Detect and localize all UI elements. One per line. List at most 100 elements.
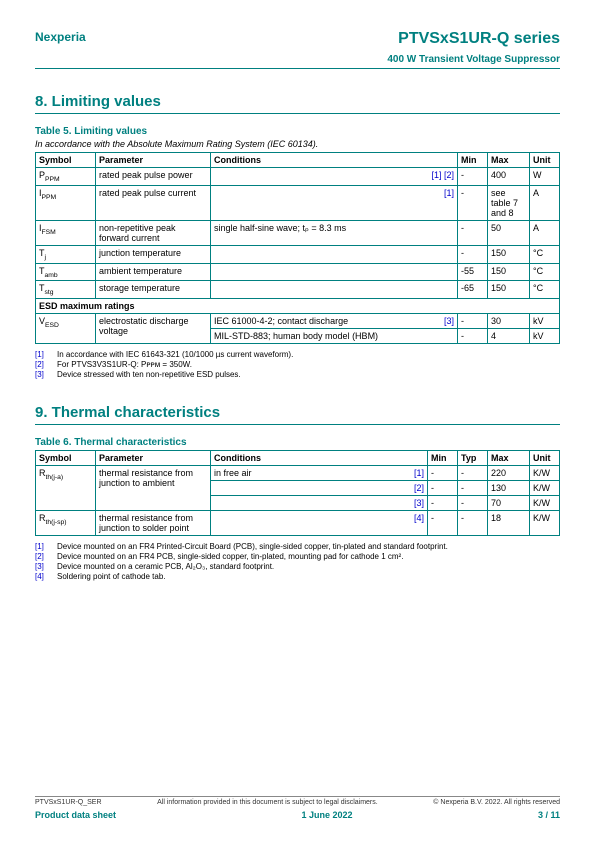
- th-min: Min: [428, 451, 458, 466]
- footnote-number: [2]: [35, 552, 57, 562]
- ref-link[interactable]: [1] [2]: [431, 170, 454, 180]
- cell-parameter: ambient temperature: [96, 263, 211, 281]
- table-row: Rth(j-sp)thermal resistance from junctio…: [36, 511, 560, 536]
- cell-min: -55: [458, 263, 488, 281]
- table-row: VESDelectrostatic discharge voltageIEC 6…: [36, 314, 560, 329]
- cell-conditions: [4]: [211, 511, 428, 536]
- footnote-number: [4]: [35, 572, 57, 582]
- cell-min: -: [458, 168, 488, 186]
- cell-typ: -: [458, 481, 488, 496]
- th-unit: Unit: [530, 451, 560, 466]
- cell-parameter: junction temperature: [96, 245, 211, 263]
- th-conditions: Conditions: [211, 451, 428, 466]
- table5-subcaption: In accordance with the Absolute Maximum …: [35, 139, 560, 149]
- cell-max: 130: [488, 481, 530, 496]
- footer-disclaimer: All information provided in this documen…: [157, 799, 378, 806]
- esd-heading-row: ESD maximum ratings: [36, 299, 560, 314]
- th-symbol: Symbol: [36, 153, 96, 168]
- footer-copyright: © Nexperia B.V. 2022. All rights reserve…: [433, 799, 560, 806]
- cell-unit: °C: [530, 245, 560, 263]
- cell-conditions: [2]: [211, 481, 428, 496]
- footnote-number: [3]: [35, 562, 57, 572]
- ref-link[interactable]: [1]: [444, 188, 454, 198]
- cell-typ: -: [458, 511, 488, 536]
- cell-symbol: VESD: [36, 314, 96, 344]
- section8-heading: 8. Limiting values: [35, 93, 560, 114]
- cell-conditions: [1]: [211, 185, 458, 220]
- cell-max: 150: [488, 245, 530, 263]
- cell-unit: K/W: [530, 466, 560, 481]
- footnote: [3]Device stressed with ten non-repetiti…: [35, 370, 560, 380]
- esd-heading: ESD maximum ratings: [36, 299, 560, 314]
- cell-unit: K/W: [530, 496, 560, 511]
- footnote-text: In accordance with IEC 61643-321 (10/100…: [57, 350, 293, 360]
- cell-max: 150: [488, 263, 530, 281]
- cell-conditions: in free air[1]: [211, 466, 428, 481]
- footnote: [1]Device mounted on an FR4 Printed-Circ…: [35, 542, 560, 552]
- th-max: Max: [488, 153, 530, 168]
- table5-footnotes: [1]In accordance with IEC 61643-321 (10/…: [35, 350, 560, 380]
- cell-parameter: rated peak pulse power: [96, 168, 211, 186]
- ref-link[interactable]: [4]: [414, 513, 424, 523]
- table-row: IPPMrated peak pulse current[1]-see tabl…: [36, 185, 560, 220]
- cell-min: -: [428, 511, 458, 536]
- cell-max: 50: [488, 220, 530, 245]
- ref-link[interactable]: [3]: [414, 498, 424, 508]
- footnote: [2]Device mounted on an FR4 PCB, single-…: [35, 552, 560, 562]
- page-footer: PTVSxS1UR-Q_SER All information provided…: [35, 796, 560, 820]
- company-name: Nexperia: [35, 30, 86, 44]
- cell-conditions: MIL-STD-883; human body model (HBM): [211, 329, 458, 344]
- footnote: [4]Soldering point of cathode tab.: [35, 572, 560, 582]
- cell-symbol: Tstg: [36, 281, 96, 299]
- cell-max: 30: [488, 314, 530, 329]
- cell-max: 4: [488, 329, 530, 344]
- cell-symbol: Tj: [36, 245, 96, 263]
- cell-unit: K/W: [530, 511, 560, 536]
- table-row: Tambambient temperature-55150°C: [36, 263, 560, 281]
- cell-max: 400: [488, 168, 530, 186]
- ref-link[interactable]: [2]: [414, 483, 424, 493]
- footnote-text: Device mounted on an FR4 Printed-Circuit…: [57, 542, 448, 552]
- table5: Symbol Parameter Conditions Min Max Unit…: [35, 152, 560, 344]
- footnote-text: Device mounted on an FR4 PCB, single-sid…: [57, 552, 403, 562]
- cell-min: -: [458, 220, 488, 245]
- th-parameter: Parameter: [96, 451, 211, 466]
- cell-parameter: storage temperature: [96, 281, 211, 299]
- ref-link[interactable]: [1]: [414, 468, 424, 478]
- table-row: Tjjunction temperature -150°C: [36, 245, 560, 263]
- th-symbol: Symbol: [36, 451, 96, 466]
- cell-symbol: PPPM: [36, 168, 96, 186]
- cell-conditions: [1] [2]: [211, 168, 458, 186]
- cell-max: see table 7 and 8: [488, 185, 530, 220]
- ref-link[interactable]: [3]: [444, 316, 454, 326]
- cell-conditions: single half-sine wave; tₚ = 8.3 ms: [211, 220, 458, 245]
- cell-min: -: [458, 329, 488, 344]
- footer-date: 1 June 2022: [301, 810, 352, 820]
- cell-unit: °C: [530, 281, 560, 299]
- title-block: PTVSxS1UR-Q series 400 W Transient Volta…: [387, 30, 560, 65]
- table-row: Rth(j-a)thermal resistance from junction…: [36, 466, 560, 481]
- footnote-text: Device stressed with ten non-repetitive …: [57, 370, 241, 380]
- th-typ: Typ: [458, 451, 488, 466]
- cell-unit: kV: [530, 314, 560, 329]
- cell-unit: A: [530, 220, 560, 245]
- cell-conditions: IEC 61000-4-2; contact discharge[3]: [211, 314, 458, 329]
- cell-max: 150: [488, 281, 530, 299]
- footnote: [2]For PTVS3V3S1UR-Q: Pᴘᴘᴍ = 350W.: [35, 360, 560, 370]
- cell-unit: W: [530, 168, 560, 186]
- cell-min: -: [458, 185, 488, 220]
- cell-min: -65: [458, 281, 488, 299]
- cell-min: -: [458, 245, 488, 263]
- cell-unit: kV: [530, 329, 560, 344]
- cell-symbol: Rth(j-a): [36, 466, 96, 511]
- footnote-number: [1]: [35, 350, 57, 360]
- th-conditions: Conditions: [211, 153, 458, 168]
- cell-min: -: [458, 314, 488, 329]
- cell-symbol: IFSM: [36, 220, 96, 245]
- cell-parameter: electrostatic discharge voltage: [96, 314, 211, 344]
- cell-unit: A: [530, 185, 560, 220]
- footer-docid: PTVSxS1UR-Q_SER: [35, 799, 102, 806]
- cell-parameter: rated peak pulse current: [96, 185, 211, 220]
- series-title: PTVSxS1UR-Q series: [387, 30, 560, 48]
- cell-unit: K/W: [530, 481, 560, 496]
